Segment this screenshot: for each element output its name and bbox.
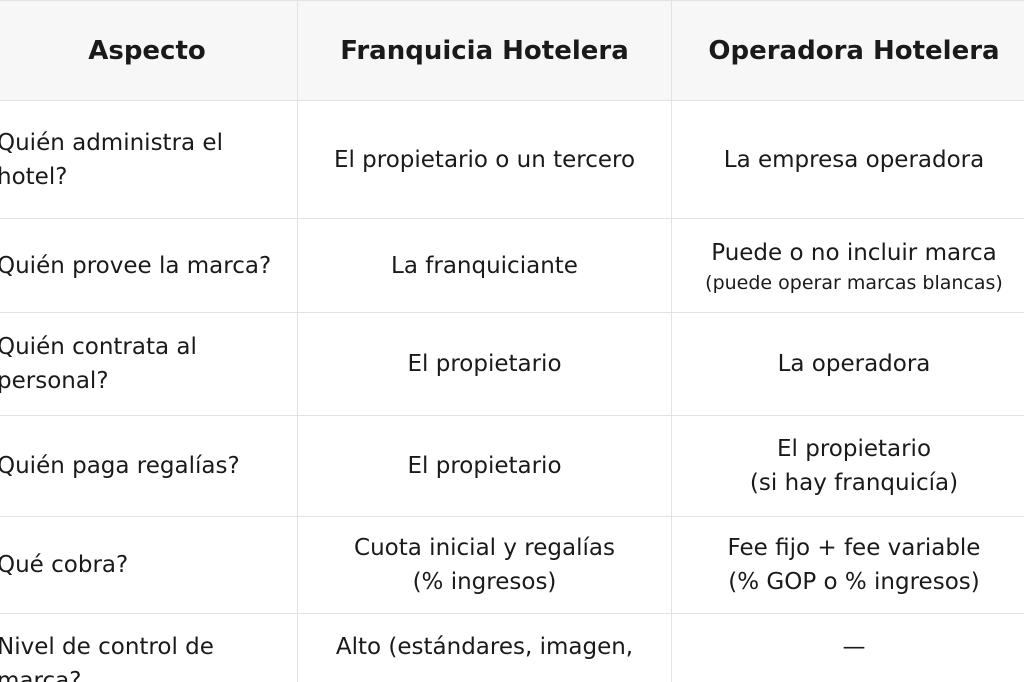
row-label: Nivel de control de marca? [0,613,298,682]
cell-line: El propietario [776,436,932,462]
cell-line: Fee fijo + fee variable [727,535,981,561]
header-row: Aspecto Franquicia Hotelera Operadora Hote… [0,0,1024,101]
cell-line: (puede operar marcas blancas) [705,271,1003,294]
cell-line: (% GOP o % ingresos) [728,569,980,595]
row-label: Qué cobra? [0,516,298,614]
table-cell: El propietario [297,415,672,517]
table-row: Quién paga regalías? El propietario El pro… [0,415,1024,517]
row-label: Quién administra el hotel? [0,100,298,219]
table-cell: El propietario (si hay franquicía) [671,415,1024,517]
table-cell: El propietario [297,312,672,416]
table-row: Quién contrata al personal? El propietari… [0,312,1024,416]
cell-line: (% ingresos) [412,569,557,595]
header-cell: Aspecto [0,0,298,101]
cell-line: Cuota inicial y regalías [354,535,615,561]
table-cell: — [671,613,1024,682]
row-label: Quién paga regalías? [0,415,298,517]
header-cell: Franquicia Hotelera [297,0,672,101]
table-row: Quién administra el hotel? El propietario… [0,100,1024,219]
row-label: Quién contrata al personal? [0,312,298,416]
table-cell: La empresa operadora [671,100,1024,219]
table-row: Qué cobra? Cuota inicial y regalías (% ing… [0,516,1024,614]
table-cell: Cuota inicial y regalías (% ingresos) [297,516,672,614]
table-cell: Puede o no incluir marca (puede operar ma… [671,218,1024,313]
table-cell: Fee fijo + fee variable (% GOP o % ingres… [671,516,1024,614]
table-cell: La franquiciante [297,218,672,313]
table-row: Quién provee la marca? La franquiciante Pu… [0,218,1024,313]
table-row: Nivel de control de marca? Alto (estándar… [0,613,1024,682]
row-label: Quién provee la marca? [0,218,298,313]
cell-line: (si hay franquicía) [749,470,959,496]
header-cell: Operadora Hotelera [671,0,1024,101]
cell-line: Puede o no incluir marca [711,239,997,266]
table-cell: El propietario o un tercero [297,100,672,219]
table-cell: La operadora [671,312,1024,416]
table-cell: Alto (estándares, imagen, [297,613,672,682]
